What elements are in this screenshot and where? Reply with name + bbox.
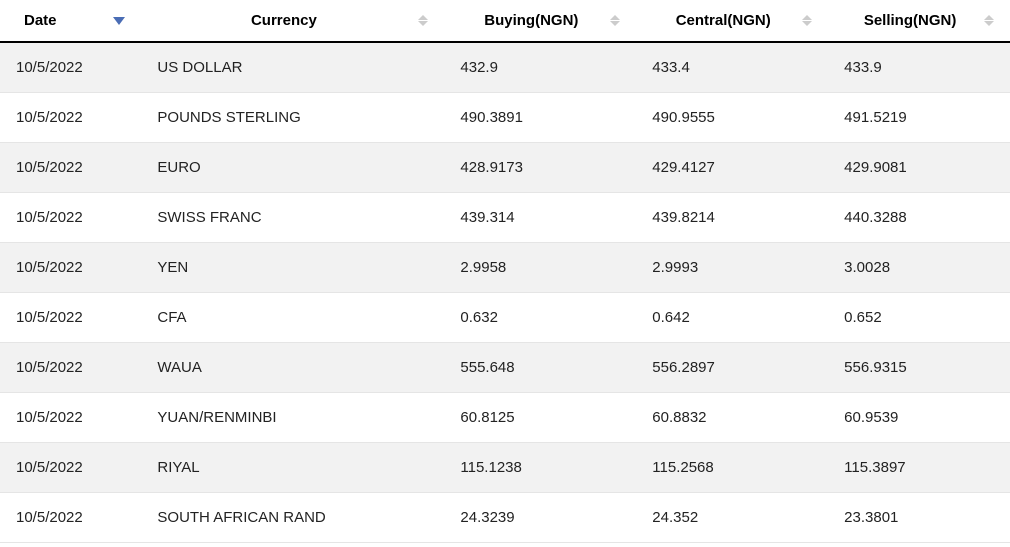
cell-currency: POUNDS STERLING <box>141 93 444 143</box>
table-row: 10/5/2022SOUTH AFRICAN RAND24.323924.352… <box>0 493 1010 543</box>
cell-buying: 439.314 <box>444 193 636 243</box>
cell-selling: 440.3288 <box>828 193 1010 243</box>
cell-currency: SWISS FRANC <box>141 193 444 243</box>
column-header-date[interactable]: Date <box>0 0 141 42</box>
table-row: 10/5/2022CFA0.6320.6420.652 <box>0 293 1010 343</box>
cell-selling: 0.652 <box>828 293 1010 343</box>
sort-icon[interactable] <box>802 15 812 26</box>
table-row: 10/5/2022RIYAL115.1238115.2568115.3897 <box>0 443 1010 493</box>
column-header-buying[interactable]: Buying(NGN) <box>444 0 636 42</box>
column-header-central[interactable]: Central(NGN) <box>636 0 828 42</box>
cell-currency: SOUTH AFRICAN RAND <box>141 493 444 543</box>
cell-central: 433.4 <box>636 42 828 93</box>
cell-currency: CFA <box>141 293 444 343</box>
cell-central: 429.4127 <box>636 143 828 193</box>
cell-date: 10/5/2022 <box>0 243 141 293</box>
table-row: 10/5/2022SWISS FRANC439.314439.8214440.3… <box>0 193 1010 243</box>
cell-selling: 491.5219 <box>828 93 1010 143</box>
cell-buying: 432.9 <box>444 42 636 93</box>
cell-date: 10/5/2022 <box>0 93 141 143</box>
cell-currency: WAUA <box>141 343 444 393</box>
cell-selling: 60.9539 <box>828 393 1010 443</box>
sort-icon[interactable] <box>610 15 620 26</box>
cell-selling: 429.9081 <box>828 143 1010 193</box>
cell-selling: 3.0028 <box>828 243 1010 293</box>
cell-date: 10/5/2022 <box>0 143 141 193</box>
table-row: 10/5/2022POUNDS STERLING490.3891490.9555… <box>0 93 1010 143</box>
table-row: 10/5/2022WAUA555.648556.2897556.9315 <box>0 343 1010 393</box>
cell-central: 2.9993 <box>636 243 828 293</box>
cell-selling: 556.9315 <box>828 343 1010 393</box>
table-header: Date Currency Buying(NGN) <box>0 0 1010 42</box>
cell-buying: 115.1238 <box>444 443 636 493</box>
cell-central: 490.9555 <box>636 93 828 143</box>
cell-date: 10/5/2022 <box>0 343 141 393</box>
cell-selling: 433.9 <box>828 42 1010 93</box>
cell-date: 10/5/2022 <box>0 393 141 443</box>
cell-central: 0.642 <box>636 293 828 343</box>
cell-selling: 115.3897 <box>828 443 1010 493</box>
cell-currency: RIYAL <box>141 443 444 493</box>
column-label: Date <box>16 12 93 29</box>
exchange-rate-table: Date Currency Buying(NGN) <box>0 0 1010 543</box>
column-label: Buying(NGN) <box>460 12 602 29</box>
cell-date: 10/5/2022 <box>0 293 141 343</box>
column-label: Currency <box>157 12 410 29</box>
cell-buying: 60.8125 <box>444 393 636 443</box>
sort-icon[interactable] <box>984 15 994 26</box>
cell-date: 10/5/2022 <box>0 193 141 243</box>
cell-selling: 23.3801 <box>828 493 1010 543</box>
cell-currency: YEN <box>141 243 444 293</box>
table-row: 10/5/2022EURO428.9173429.4127429.9081 <box>0 143 1010 193</box>
cell-central: 439.8214 <box>636 193 828 243</box>
cell-currency: US DOLLAR <box>141 42 444 93</box>
cell-date: 10/5/2022 <box>0 42 141 93</box>
cell-central: 556.2897 <box>636 343 828 393</box>
cell-currency: YUAN/RENMINBI <box>141 393 444 443</box>
table-row: 10/5/2022YEN2.99582.99933.0028 <box>0 243 1010 293</box>
cell-buying: 2.9958 <box>444 243 636 293</box>
cell-buying: 555.648 <box>444 343 636 393</box>
cell-buying: 428.9173 <box>444 143 636 193</box>
table-body: 10/5/2022US DOLLAR432.9433.4433.910/5/20… <box>0 42 1010 543</box>
column-label: Central(NGN) <box>652 12 794 29</box>
cell-buying: 24.3239 <box>444 493 636 543</box>
sort-desc-icon[interactable] <box>113 17 125 25</box>
cell-central: 24.352 <box>636 493 828 543</box>
table-row: 10/5/2022US DOLLAR432.9433.4433.9 <box>0 42 1010 93</box>
cell-central: 60.8832 <box>636 393 828 443</box>
sort-icon[interactable] <box>418 15 428 26</box>
table-row: 10/5/2022YUAN/RENMINBI60.812560.883260.9… <box>0 393 1010 443</box>
column-header-selling[interactable]: Selling(NGN) <box>828 0 1010 42</box>
column-header-currency[interactable]: Currency <box>141 0 444 42</box>
column-label: Selling(NGN) <box>844 12 976 29</box>
cell-date: 10/5/2022 <box>0 493 141 543</box>
cell-buying: 0.632 <box>444 293 636 343</box>
cell-buying: 490.3891 <box>444 93 636 143</box>
cell-central: 115.2568 <box>636 443 828 493</box>
cell-date: 10/5/2022 <box>0 443 141 493</box>
cell-currency: EURO <box>141 143 444 193</box>
